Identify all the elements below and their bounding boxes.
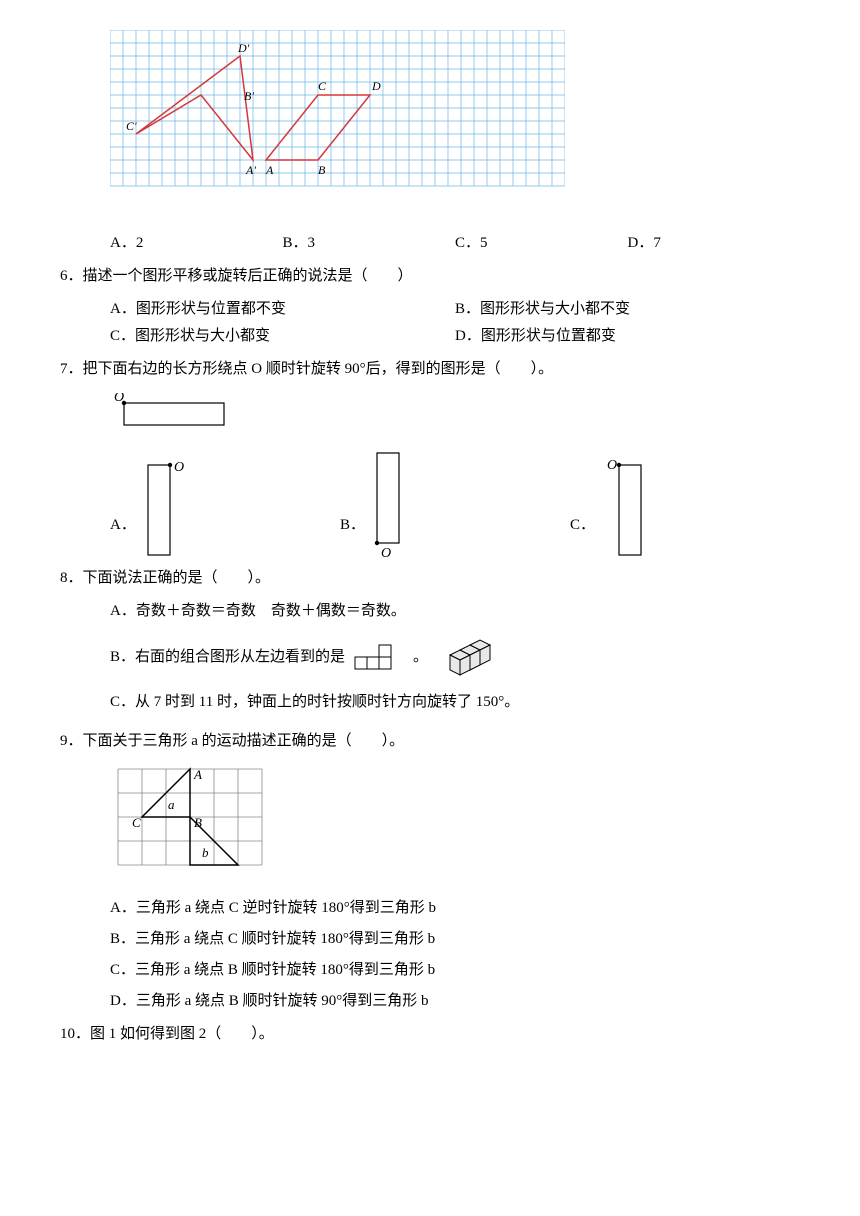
q5-grid-figure: D' B' C' A' A B C D — [110, 30, 800, 220]
q5-svg: D' B' C' A' A B C D — [110, 30, 565, 210]
q9-opt-d[interactable]: D．三角形 a 绕点 B 顺时针旋转 90°得到三角形 b — [110, 988, 800, 1015]
svg-text:D': D' — [237, 41, 250, 55]
opt-text-pre: B．右面的组合图形从左边看到的是 — [110, 644, 345, 671]
svg-text:B: B — [318, 163, 326, 177]
opt-label: C． — [570, 512, 595, 539]
opt-val: 2 — [136, 235, 144, 251]
q8-front-view-icon — [351, 643, 407, 671]
opt-val: 5 — [480, 235, 488, 251]
q5-options: A．2 B．3 C．5 D．7 — [110, 230, 800, 257]
q7-opt-b-svg: O — [373, 449, 423, 559]
opt-label: A． — [110, 235, 136, 251]
q6-text: 6．描述一个图形平移或旋转后正确的说法是（ ） — [60, 263, 800, 290]
q7-original-svg: O — [110, 393, 240, 429]
q7-opt-c[interactable]: C． O — [570, 459, 800, 559]
svg-text:a: a — [168, 797, 175, 812]
q7-opt-a[interactable]: A． O — [110, 459, 340, 559]
q8-opt-a[interactable]: A．奇数＋奇数＝奇数 奇数＋偶数＝奇数。 — [110, 598, 800, 625]
q9-figure: A a B C b — [110, 765, 800, 885]
opt-text: C．从 7 时到 11 时，钟面上的时针按顺时针方向旋转了 150°。 — [110, 689, 519, 716]
opt-val: 3 — [308, 235, 316, 251]
q6-options-row1: A．图形形状与位置都不变 B．图形形状与大小都不变 — [110, 296, 800, 323]
q9-opt-a[interactable]: A．三角形 a 绕点 C 逆时针旋转 180°得到三角形 b — [110, 895, 800, 922]
q7-opt-a-svg: O — [144, 459, 194, 559]
q8-opt-b[interactable]: B．右面的组合图形从左边看到的是 。 — [110, 637, 800, 677]
q6-opt-b[interactable]: B．图形形状与大小都不变 — [455, 296, 800, 323]
q9-svg: A a B C b — [110, 765, 270, 875]
svg-text:D: D — [371, 79, 381, 93]
q9-options: A．三角形 a 绕点 C 逆时针旋转 180°得到三角形 b B．三角形 a 绕… — [110, 895, 800, 1015]
opt-val: 7 — [653, 235, 661, 251]
q5-opt-c[interactable]: C．5 — [455, 230, 628, 257]
q9-opt-c[interactable]: C．三角形 a 绕点 B 顺时针旋转 180°得到三角形 b — [110, 957, 800, 984]
svg-text:O: O — [607, 459, 617, 473]
opt-text-post: 。 — [413, 644, 428, 671]
q10-text: 10．图 1 如何得到图 2（ ）。 — [60, 1021, 800, 1048]
q5-opt-d[interactable]: D．7 — [628, 230, 801, 257]
q8-text: 8．下面说法正确的是（ ）。 — [60, 565, 800, 592]
opt-label: B． — [340, 512, 365, 539]
svg-text:C: C — [132, 815, 141, 830]
q7-original-figure: O — [110, 393, 800, 439]
svg-text:b: b — [202, 845, 209, 860]
opt-label: B． — [283, 235, 308, 251]
svg-text:O: O — [381, 546, 391, 559]
q6-options-row2: C．图形形状与大小都变 D．图形形状与位置都变 — [110, 323, 800, 350]
q7-opt-c-svg: O — [603, 459, 653, 559]
q6-opt-d[interactable]: D．图形形状与位置都变 — [455, 323, 800, 350]
q8-cube-icon — [438, 637, 498, 677]
q9-opt-b[interactable]: B．三角形 a 绕点 C 顺时针旋转 180°得到三角形 b — [110, 926, 800, 953]
svg-text:A: A — [265, 163, 274, 177]
svg-text:A: A — [193, 767, 202, 782]
q6-opt-a[interactable]: A．图形形状与位置都不变 — [110, 296, 455, 323]
q5-opt-b[interactable]: B．3 — [283, 230, 456, 257]
q7-opt-b[interactable]: B． O — [340, 449, 570, 559]
svg-text:B: B — [194, 815, 202, 830]
q7-options: A． O B． O C． O — [110, 449, 800, 559]
svg-text:B': B' — [244, 89, 254, 103]
q8-opt-c[interactable]: C．从 7 时到 11 时，钟面上的时针按顺时针方向旋转了 150°。 — [110, 689, 800, 716]
opt-label: D． — [628, 235, 654, 251]
q6-opt-c[interactable]: C．图形形状与大小都变 — [110, 323, 455, 350]
svg-text:A': A' — [245, 163, 256, 177]
point-o-label: O — [114, 393, 124, 405]
opt-text: A．奇数＋奇数＝奇数 奇数＋偶数＝奇数。 — [110, 598, 406, 625]
opt-label: C． — [455, 235, 480, 251]
q9-text: 9．下面关于三角形 a 的运动描述正确的是（ ）。 — [60, 728, 800, 755]
q7-text: 7．把下面右边的长方形绕点 O 顺时针旋转 90°后，得到的图形是（ ）。 — [60, 356, 800, 383]
svg-text:O: O — [174, 460, 184, 475]
q5-opt-a[interactable]: A．2 — [110, 230, 283, 257]
svg-text:C: C — [318, 79, 327, 93]
svg-text:C': C' — [126, 119, 137, 133]
opt-label: A． — [110, 512, 136, 539]
